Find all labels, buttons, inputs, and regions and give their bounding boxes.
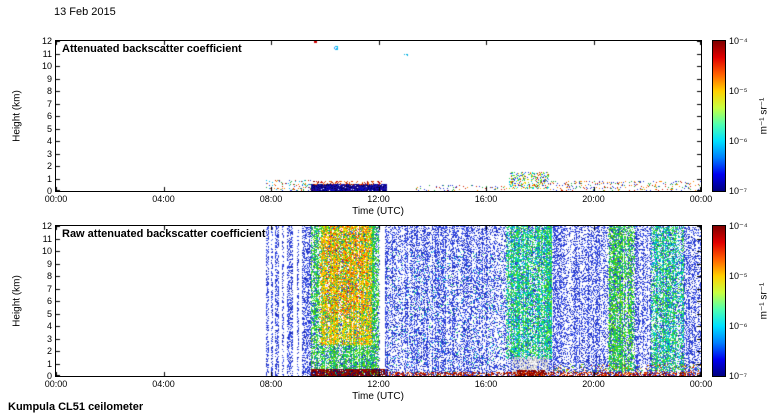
x-tick-label: 12:00 <box>367 379 390 389</box>
attenuated-plot-area: Attenuated backscatter coefficient <box>55 40 702 192</box>
colorbar-tick-label: 10⁻⁵ <box>729 271 748 281</box>
attenuated-plot-title: Attenuated backscatter coefficient <box>62 43 242 55</box>
y-tick-label: 10 <box>41 246 52 256</box>
y-tick-label: 6 <box>46 111 52 121</box>
x-axis-label-top: Time (UTC) <box>352 206 404 217</box>
colorbar-top <box>712 40 726 192</box>
y-tick-label: 12 <box>41 221 52 231</box>
colorbar-tick-label: 10⁻⁷ <box>729 186 748 196</box>
y-tick-label: 8 <box>46 86 52 96</box>
colorbar-tick-label: 10⁻⁴ <box>729 36 748 46</box>
y-tick-label: 1 <box>46 358 52 369</box>
y-tick-label: 8 <box>46 271 52 281</box>
y-tick-label: 6 <box>46 296 52 306</box>
x-tick-label: 00:00 <box>689 379 713 389</box>
x-tick-label: 16:00 <box>474 194 498 204</box>
y-tick-label: 4 <box>46 321 52 331</box>
y-tick-label: 11 <box>42 233 52 244</box>
instrument-label: Kumpula CL51 ceilometer <box>8 401 144 413</box>
x-tick-label: 08:00 <box>259 194 283 204</box>
x-axis-label-bottom: Time (UTC) <box>352 391 404 402</box>
x-tick-label: 00:00 <box>689 194 713 204</box>
raw-backscatter-heatmap <box>56 226 701 376</box>
y-tick-label: 5 <box>46 308 52 319</box>
y-tick-label: 2 <box>46 161 52 171</box>
raw-plot-area: Raw attenuated backscatter coefficient <box>55 225 702 377</box>
raw-plot-title: Raw attenuated backscatter coefficient <box>62 228 266 240</box>
y-axis-label-bottom: Height (km) <box>11 275 23 327</box>
y-tick-label: 11 <box>42 48 52 59</box>
y-tick-label: 0 <box>46 186 52 196</box>
colorbar-tick-label: 10⁻⁷ <box>729 371 748 381</box>
y-tick-label: 5 <box>46 123 52 134</box>
y-tick-label: 3 <box>46 333 52 344</box>
colorbar-bottom <box>712 225 726 377</box>
x-tick-label: 16:00 <box>474 379 498 389</box>
colorbar-tick-label: 10⁻⁶ <box>729 321 748 331</box>
colorbar-tick-label: 10⁻⁶ <box>729 136 748 146</box>
x-tick-label: 20:00 <box>582 194 605 204</box>
y-tick-label: 9 <box>46 258 52 269</box>
colorbar-unit-top: m⁻¹ sr⁻¹ <box>758 97 770 135</box>
x-tick-label: 20:00 <box>582 379 605 389</box>
y-tick-label: 9 <box>46 73 52 84</box>
x-tick-label: 00:00 <box>44 379 68 389</box>
date-label: 13 Feb 2015 <box>54 6 116 18</box>
y-tick-label: 7 <box>46 98 52 109</box>
y-tick-label: 3 <box>46 148 52 159</box>
y-tick-label: 12 <box>41 36 52 46</box>
colorbar-unit-bottom: m⁻¹ sr⁻¹ <box>758 282 770 320</box>
y-tick-label: 10 <box>41 61 52 71</box>
colorbar-tick-label: 10⁻⁴ <box>729 221 748 231</box>
y-axis-label-top: Height (km) <box>11 90 23 142</box>
colorbar-tick-label: 10⁻⁵ <box>729 86 748 96</box>
y-tick-label: 1 <box>46 173 52 184</box>
y-tick-label: 7 <box>46 283 52 294</box>
x-tick-label: 08:00 <box>259 379 283 389</box>
x-tick-label: 12:00 <box>367 194 390 204</box>
y-tick-label: 4 <box>46 136 52 146</box>
y-tick-label: 0 <box>46 371 52 381</box>
x-tick-label: 04:00 <box>152 379 175 389</box>
x-tick-label: 00:00 <box>44 194 68 204</box>
x-tick-label: 04:00 <box>152 194 175 204</box>
attenuated-backscatter-heatmap <box>56 41 701 191</box>
y-tick-label: 2 <box>46 346 52 356</box>
